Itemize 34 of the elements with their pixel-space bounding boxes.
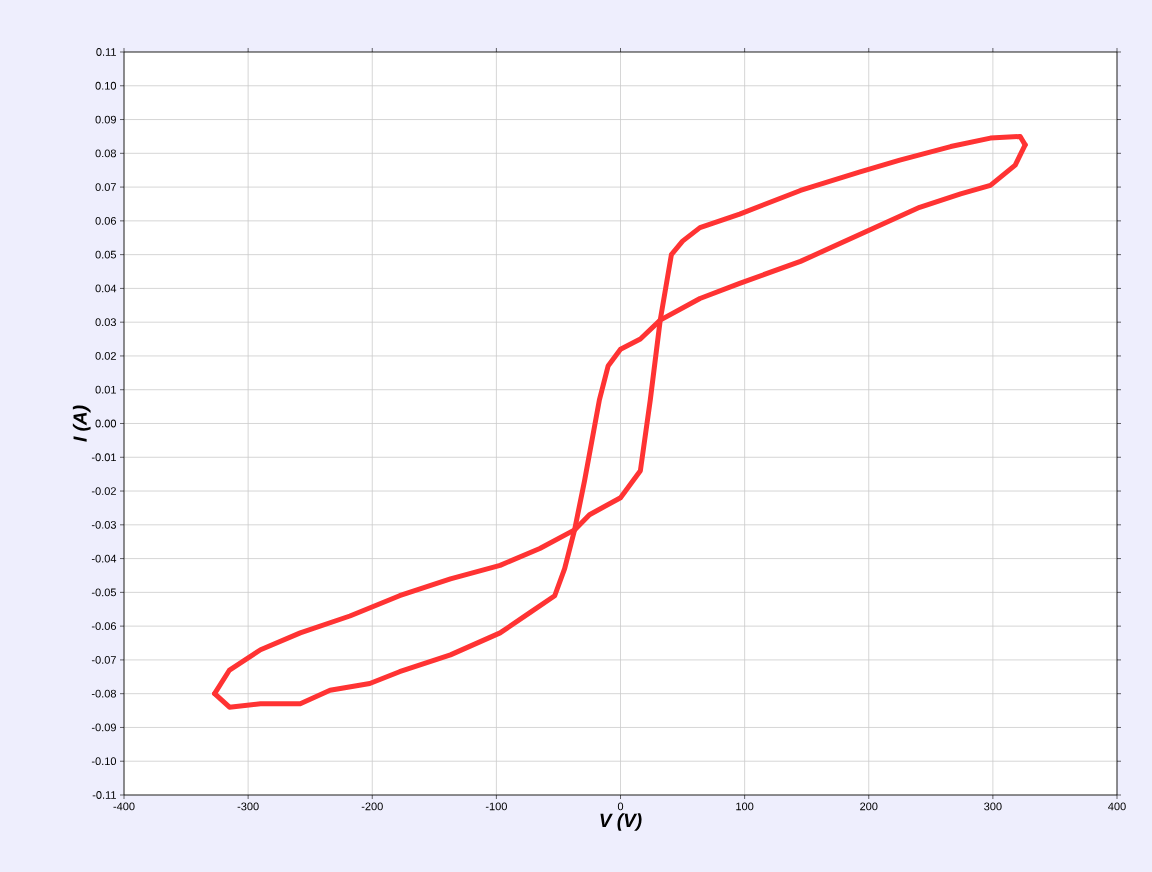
y-tick-label: -0.10 (91, 757, 117, 766)
y-tick-label: 0.02 (95, 352, 116, 360)
x-tick-label: -300 (237, 802, 259, 811)
x-tick-label: 0 (617, 802, 624, 811)
y-tick-label: 0.03 (95, 318, 116, 327)
y-tick-label: 0.05 (95, 250, 117, 259)
x-tick-label: 300 (984, 802, 1002, 811)
y-tick-label: -0.06 (91, 622, 116, 631)
y-tick-label: 0.04 (95, 284, 117, 293)
y-tick-label: -0.04 (91, 554, 117, 563)
x-tick-label: 400 (1108, 802, 1126, 811)
y-tick-label: 0.07 (95, 183, 116, 191)
x-tick-label: 100 (736, 802, 754, 811)
x-tick-label: -200 (361, 802, 383, 811)
y-tick-label: -0.08 (91, 689, 116, 698)
x-tick-label: -100 (485, 802, 507, 811)
x-axis-title: V (V) (600, 813, 642, 831)
y-tick-label: -0.09 (91, 723, 116, 732)
y-tick-label: -0.05 (91, 588, 117, 597)
y-axis-title: I (A) (72, 405, 91, 442)
y-tick-label: 0.10 (95, 81, 117, 90)
y-tick-label: -0.07 (91, 656, 116, 664)
y-tick-label: -0.03 (91, 520, 116, 529)
x-tick-label: -400 (113, 802, 135, 811)
y-tick-label: 0.09 (95, 115, 116, 124)
y-tick-label: -0.02 (91, 487, 116, 495)
y-tick-label: -0.11 (92, 791, 116, 799)
x-tick-label: 200 (860, 802, 878, 811)
y-tick-label: 0.00 (95, 419, 117, 428)
y-tick-label: -0.01 (91, 453, 116, 462)
y-tick-label: 0.01 (95, 385, 116, 394)
y-tick-label: 0.11 (96, 48, 116, 56)
y-tick-label: 0.08 (95, 149, 116, 158)
y-tick-label: 0.06 (95, 216, 116, 225)
